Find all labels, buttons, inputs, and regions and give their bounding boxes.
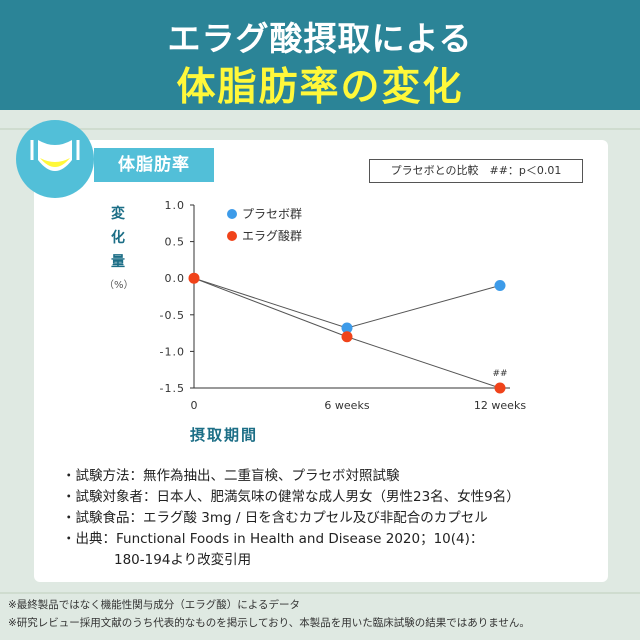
y-tick-label: -0.5: [160, 309, 185, 322]
background-stripe: [0, 592, 640, 594]
metric-badge: 体脂肪率: [94, 148, 214, 182]
title-line-1: エラグ酸摂取による: [167, 19, 473, 58]
y-tick-label: 1.0: [165, 199, 186, 212]
data-point-0-2: [494, 280, 506, 292]
y-axis-label-char: 化: [111, 230, 125, 246]
legend-marker-1: [227, 231, 237, 241]
y-tick-label: -1.5: [160, 382, 185, 395]
footnote-2: ※研究レビュー採用文献のうち代表的なものを掲示しており、本製品を用いた臨床試験の…: [8, 617, 530, 629]
y-tick-label: 0.0: [165, 272, 186, 285]
y-axis-label-char: 変: [111, 206, 125, 222]
title-line-2: 体脂肪率の変化: [176, 65, 464, 110]
legend-marker-0: [227, 209, 237, 219]
data-point-1-2: [494, 382, 506, 394]
body-fat-icon: [16, 120, 94, 198]
data-point-1-1: [341, 331, 353, 343]
legend-label-0: プラセボ群: [242, 207, 302, 221]
data-points: [188, 272, 506, 394]
detail-source: ・出典：Functional Foods in Health and Disea…: [62, 531, 484, 547]
chart-card: [34, 140, 608, 582]
title-banner: エラグ酸摂取による 体脂肪率の変化: [0, 0, 640, 110]
study-details: ・試験方法：無作為抽出、二重盲検、プラセボ対照試験 ・試験対象者：日本人、肥満気…: [62, 466, 602, 571]
significance-marker: ##: [492, 369, 507, 379]
y-tick-label: 0.5: [165, 236, 186, 249]
legend-label-1: エラグ酸群: [242, 228, 302, 243]
y-tick-label: -1.0: [160, 345, 185, 358]
annotations: ##: [492, 369, 507, 379]
y-axis-label-char: 量: [111, 254, 125, 270]
detail-method: ・試験方法：無作為抽出、二重盲検、プラセボ対照試験: [62, 468, 400, 484]
detail-source-cont: 180-194より改変引用: [114, 552, 252, 568]
background-stripe: [0, 128, 640, 130]
x-tick-label: 6 weeks: [324, 399, 369, 412]
series-line-0: [193, 277, 501, 329]
x-axis-title: 摂取期間: [190, 426, 259, 444]
footnote-1: ※最終製品ではなく機能性関与成分（エラグ酸）によるデータ: [8, 599, 300, 611]
significance-note: プラセボとの比較 ##：p＜0.01: [369, 159, 583, 183]
y-axis-label: 変 化 量 （%）: [104, 202, 134, 298]
tick-labels: 1.0 0.5 0.0 -0.5 -1.0 -1.5 0 6 weeks 12 weeks: [160, 199, 527, 412]
data-point-0-1: [341, 322, 353, 334]
axes: [193, 205, 510, 389]
x-tick-label: 12 weeks: [474, 399, 526, 412]
data-point-1-0: [188, 272, 200, 284]
detail-subjects: ・試験対象者：日本人、肥満気味の健常な成人男女（男性23名、女性9名）: [62, 489, 520, 505]
detail-food: ・試験食品：エラグ酸 3mg / 日を含むカプセル及び非配合のカプセル: [62, 510, 488, 526]
y-axis-unit: （%）: [104, 280, 134, 291]
x-tick-label: 0: [191, 399, 198, 412]
